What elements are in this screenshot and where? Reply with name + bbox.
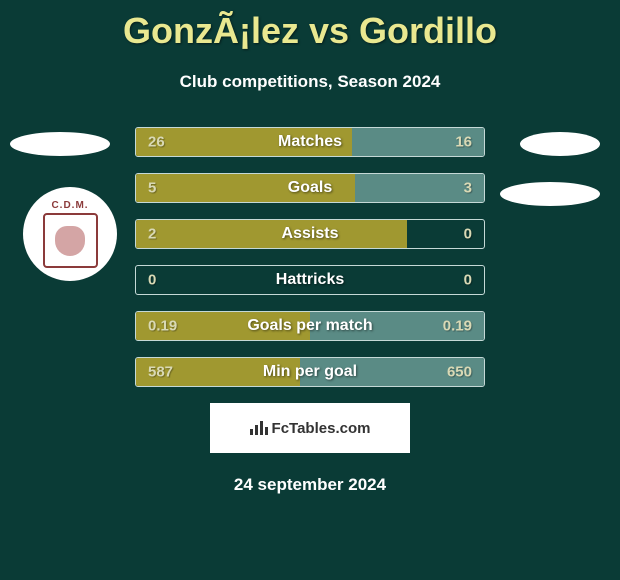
stat-value-left: 587 (148, 364, 173, 381)
stat-row: 26 16 Matches (135, 127, 485, 157)
stat-value-right: 16 (455, 134, 472, 151)
stat-value-left: 0 (148, 272, 156, 289)
stat-value-left: 2 (148, 226, 156, 243)
date-label: 24 september 2024 (0, 475, 620, 495)
stat-value-left: 5 (148, 180, 156, 197)
stat-name: Goals per match (247, 317, 372, 335)
stat-row: 5 3 Goals (135, 173, 485, 203)
stat-value-left: 26 (148, 134, 165, 151)
stat-name: Goals (288, 179, 332, 197)
stat-row: 587 650 Min per goal (135, 357, 485, 387)
content-area: C.D.M. 26 16 Matches 5 3 Goals 2 0 Assists 0 0 Hatt… (0, 127, 620, 495)
stat-value-left: 0.19 (148, 318, 177, 335)
stat-value-right: 0.19 (443, 318, 472, 335)
stat-row: 2 0 Assists (135, 219, 485, 249)
page-title: GonzÃ¡lez vs Gordillo (0, 0, 620, 52)
stat-value-right: 0 (464, 226, 472, 243)
stat-value-right: 650 (447, 364, 472, 381)
fctables-logo: FcTables.com (250, 419, 371, 437)
fctables-attribution: FcTables.com (210, 403, 410, 453)
stats-bars: 26 16 Matches 5 3 Goals 2 0 Assists 0 0 Hattricks 0.… (135, 127, 485, 387)
stat-value-right: 0 (464, 272, 472, 289)
fctables-text: FcTables.com (272, 420, 371, 437)
club-badge-logo (43, 213, 98, 268)
stat-name: Min per goal (263, 363, 357, 381)
stat-row: 0.19 0.19 Goals per match (135, 311, 485, 341)
stat-name: Assists (282, 225, 339, 243)
stat-name: Hattricks (276, 271, 344, 289)
right-player-placeholder-1 (520, 132, 600, 156)
left-player-placeholder (10, 132, 110, 156)
stat-name: Matches (278, 133, 342, 151)
stat-row: 0 0 Hattricks (135, 265, 485, 295)
stat-value-right: 3 (464, 180, 472, 197)
club-badge-shape (55, 226, 85, 256)
page-subtitle: Club competitions, Season 2024 (0, 72, 620, 92)
club-badge-text: C.D.M. (51, 200, 88, 211)
right-player-placeholder-2 (500, 182, 600, 206)
chart-icon (250, 419, 268, 437)
club-badge: C.D.M. (23, 187, 117, 281)
stat-bar-left (136, 220, 407, 248)
